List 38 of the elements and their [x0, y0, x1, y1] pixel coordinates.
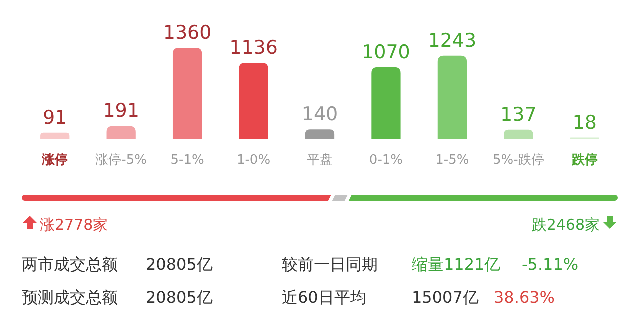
text: 较前一日同期: [282, 255, 378, 274]
x-tick-label: 平盘: [307, 153, 333, 168]
x-tick-label: 涨停-5%: [96, 153, 147, 168]
data-label: 1243: [428, 30, 477, 52]
bar: [504, 130, 534, 139]
text: 涨2778家: [40, 216, 108, 234]
text: 预测成交总额: [22, 288, 118, 307]
text: 跌2468家: [532, 216, 600, 234]
x-tick-label: 跌停: [570, 153, 598, 168]
data-label: 191: [103, 100, 140, 122]
text: 两市成交总额: [22, 255, 118, 274]
text: -5.11%: [522, 255, 579, 274]
data-label: 1136: [230, 36, 278, 59]
data-label: 18: [572, 112, 597, 134]
data-label: 1360: [163, 22, 212, 44]
x-tick-label: 1-0%: [236, 153, 271, 168]
data-label: 140: [302, 104, 338, 126]
bar: [372, 67, 401, 139]
x-tick-label: 涨停: [41, 153, 68, 168]
bar: [438, 56, 468, 139]
data-label: 137: [500, 104, 537, 126]
data-label: 91: [43, 106, 68, 129]
text: 20805亿: [146, 288, 213, 307]
bar: [172, 48, 202, 139]
x-tick-label: 5%-跌停: [493, 153, 544, 168]
text: 15007亿: [412, 288, 479, 307]
data-label: 1070: [362, 41, 410, 64]
text: 38.63%: [494, 288, 556, 307]
x-tick-label: 0-1%: [369, 153, 404, 168]
bar: [239, 62, 268, 139]
text: 近60日平均: [282, 288, 366, 307]
text: 20805亿: [146, 255, 213, 274]
x-tick-label: 5-1%: [170, 153, 204, 168]
x-tick-label: 1-5%: [436, 153, 470, 168]
bar: [40, 132, 70, 139]
bar: [106, 126, 136, 139]
text: 缩量1121亿: [412, 255, 501, 274]
bar: [305, 130, 335, 139]
